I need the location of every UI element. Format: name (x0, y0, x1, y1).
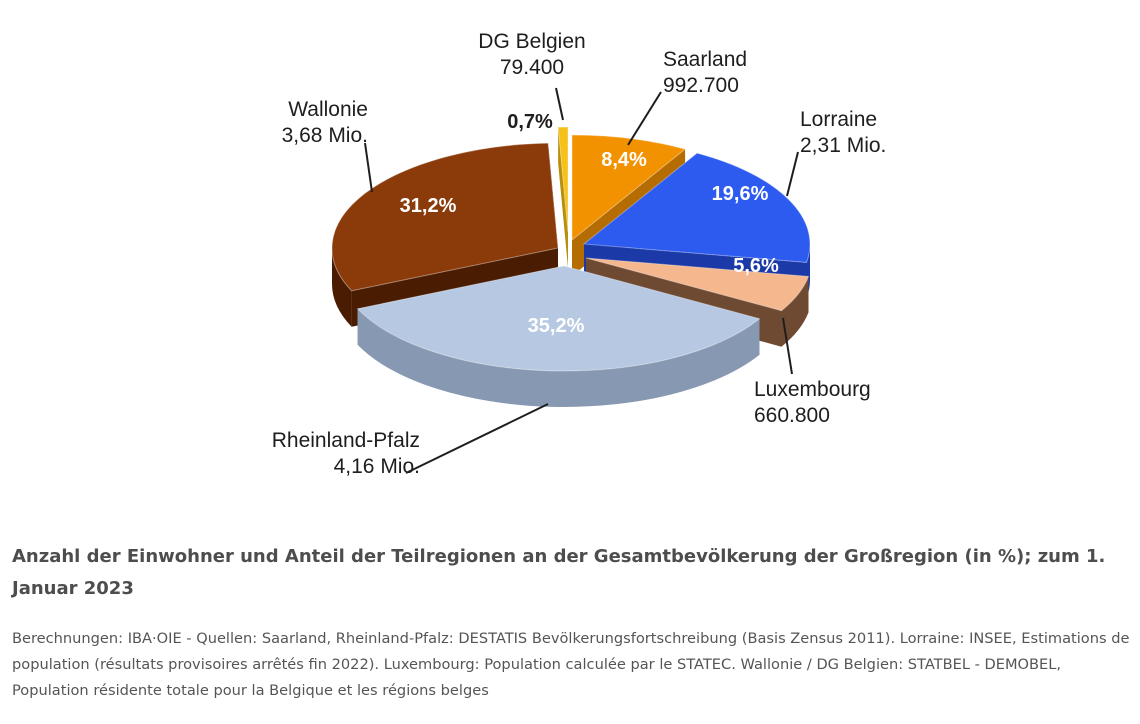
slice-name-luxembourg: Luxembourg (754, 378, 871, 401)
slice-population-dg-belgien: 79.400 (500, 56, 564, 79)
slice-name-wallonie: Wallonie (288, 98, 368, 121)
slice-population-luxembourg: 660.800 (754, 404, 830, 427)
label-leader-lines (364, 87, 799, 474)
slice-population-wallonie: 3,68 Mio. (282, 124, 368, 147)
pct-label-saarland: 8,4% (601, 149, 647, 171)
pie-side-wallonie (332, 248, 352, 327)
pct-label-rheinland-pfalz: 35,2% (528, 315, 585, 337)
slice-name-dg-belgien: DG Belgien (478, 30, 585, 53)
pie-slice-wallonie (331, 142, 559, 292)
pie-slice-rheinland-pfalz (356, 265, 761, 372)
slice-name-rheinland-pfalz: Rheinland-Pfalz (272, 429, 420, 452)
pie-side-rheinland-pfalz (357, 308, 760, 407)
chart-caption: Anzahl der Einwohner und Anteil der Teil… (12, 546, 1106, 599)
pie-slice-saarland (571, 134, 687, 242)
slice-name-lorraine: Lorraine (800, 108, 877, 131)
pie-wall-dg-belgien-0 (558, 127, 568, 269)
leader-line-rheinland-pfalz (405, 403, 549, 474)
pie-chart: 8,4% 19,6% 5,6% 35,2% 31,2% 0,7% Saarland 992.7… (272, 30, 887, 478)
leader-line-luxembourg (782, 317, 793, 375)
slice-population-lorraine: 2,31 Mio. (800, 134, 886, 157)
slice-name-saarland: Saarland (663, 48, 747, 71)
pct-label-luxembourg: 5,6% (733, 255, 779, 277)
pct-label-wallonie: 31,2% (400, 195, 457, 217)
leader-line-dg-belgien (555, 87, 564, 121)
slice-population-rheinland-pfalz: 4,16 Mio. (334, 455, 420, 478)
leader-line-lorraine (786, 151, 799, 197)
pie-slice-tops (331, 126, 811, 372)
leader-line-saarland (627, 91, 662, 146)
pie-slice-luxembourg (585, 257, 810, 312)
chart-sources: Berechnungen: IBA·OIE - Quellen: Saarlan… (12, 630, 1130, 699)
pie-slice-dg-belgien (557, 126, 569, 233)
leader-line-wallonie (364, 142, 373, 193)
pie-slice-lorraine (582, 152, 811, 263)
pct-label-dg-belgien: 0,7% (507, 111, 553, 133)
pct-label-lorraine: 19,6% (712, 183, 769, 205)
slice-population-saarland: 992.700 (663, 74, 739, 97)
slice-labels: 8,4% 19,6% 5,6% 35,2% 31,2% 0,7% Saarland 992.7… (272, 30, 887, 478)
